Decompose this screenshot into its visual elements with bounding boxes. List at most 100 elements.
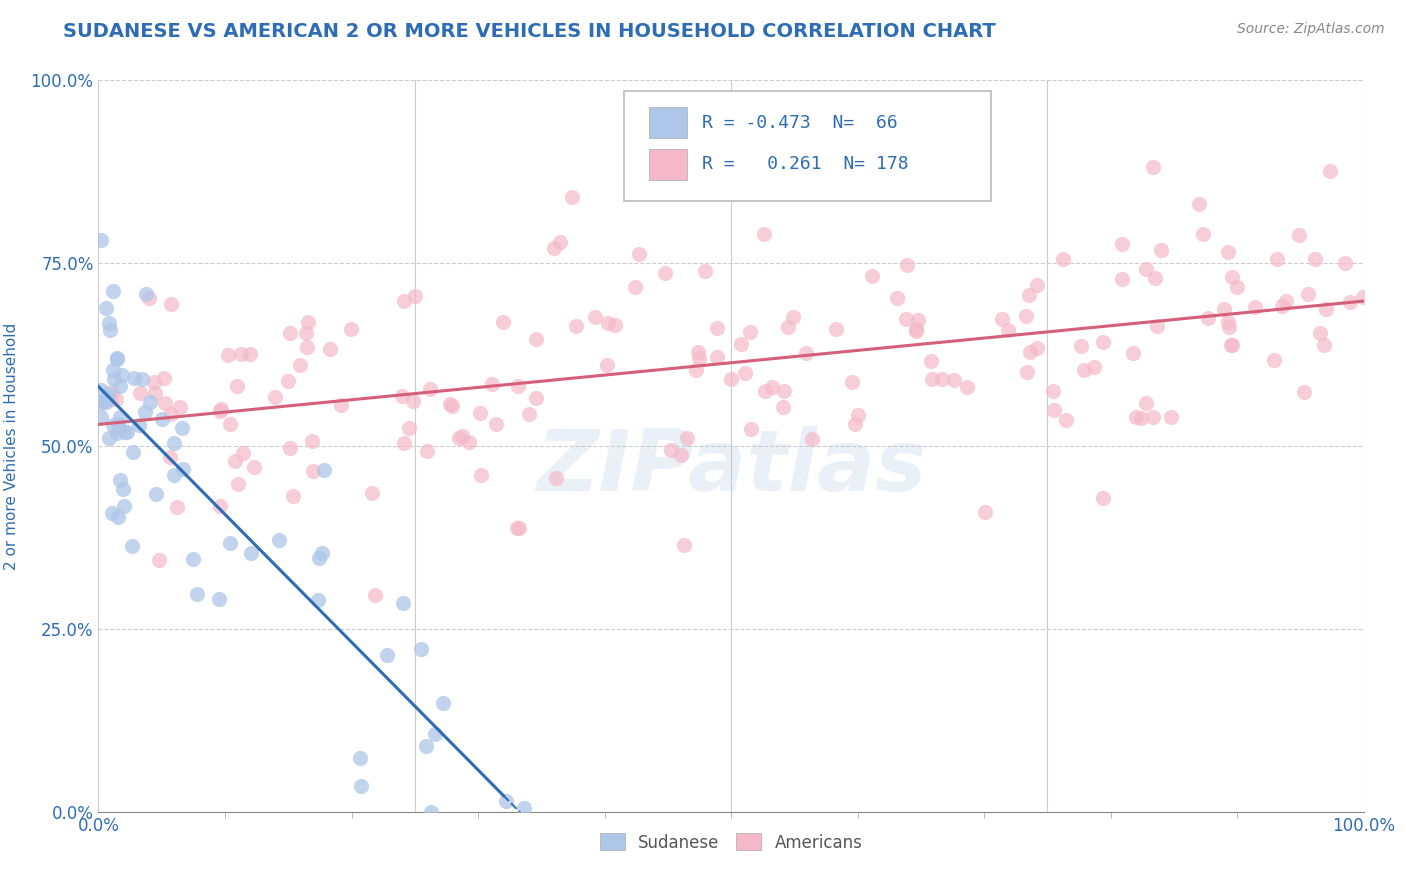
Point (94, 301, 117, 315)
Point (492, 315, 515, 329)
Point (1218, 244, 1240, 259)
Point (441, 400, 464, 414)
Point (1351, 290, 1374, 304)
Point (172, 462, 194, 476)
Point (232, 445, 254, 459)
Point (1309, 326, 1331, 340)
FancyBboxPatch shape (623, 91, 990, 201)
Bar (648, 149, 686, 180)
Point (94, 395, 117, 409)
Point (160, 296, 183, 310)
Point (886, 291, 908, 305)
Point (110, 410, 132, 425)
Point (458, 434, 481, 449)
Point (121, 539, 143, 553)
Point (773, 384, 796, 399)
Point (1017, 365, 1039, 379)
Point (942, 373, 965, 387)
Y-axis label: 2 or more Vehicles in Household: 2 or more Vehicles in Household (4, 322, 20, 570)
Point (1150, 243, 1173, 257)
Point (209, 401, 232, 416)
Text: ZIPatlas: ZIPatlas (536, 426, 927, 509)
Point (218, 417, 240, 431)
Point (278, 441, 301, 455)
Point (108, 421, 131, 435)
Point (1125, 410, 1147, 425)
Point (1265, 252, 1288, 267)
Point (825, 322, 848, 336)
Point (97, 316, 120, 330)
Point (1142, 160, 1164, 174)
Point (186, 586, 208, 600)
Point (90, 233, 112, 247)
Point (134, 404, 156, 418)
Point (931, 372, 953, 386)
Point (160, 407, 183, 421)
Point (415, 739, 437, 753)
Point (404, 289, 426, 303)
Point (706, 350, 728, 364)
Point (782, 310, 804, 324)
Point (101, 417, 124, 432)
Point (159, 450, 181, 464)
Point (148, 553, 170, 567)
Point (290, 358, 312, 372)
Point (886, 142, 908, 156)
Point (143, 385, 166, 400)
Point (224, 454, 246, 468)
Point (1216, 315, 1239, 329)
Point (101, 385, 124, 400)
Point (239, 347, 262, 361)
Point (402, 393, 425, 408)
Point (1218, 320, 1240, 334)
Point (990, 311, 1012, 326)
Point (1303, 252, 1326, 267)
Point (1222, 338, 1244, 352)
Point (131, 372, 153, 386)
Point (754, 384, 776, 399)
Point (904, 324, 927, 338)
Point (688, 351, 710, 365)
Point (101, 363, 124, 377)
Point (267, 533, 290, 547)
Point (90, 383, 112, 397)
Point (1026, 278, 1049, 293)
Point (169, 400, 191, 414)
Point (1213, 301, 1236, 316)
Point (1319, 164, 1341, 178)
Point (1142, 410, 1164, 425)
Point (391, 596, 413, 610)
Point (129, 386, 152, 401)
Point (628, 246, 651, 260)
Point (1226, 280, 1249, 294)
Point (450, 428, 472, 442)
Point (1014, 309, 1036, 323)
Point (1092, 491, 1115, 505)
Point (907, 313, 929, 327)
Point (485, 417, 508, 432)
Point (1191, 227, 1213, 242)
Point (166, 500, 188, 515)
Point (1144, 271, 1167, 285)
Point (1083, 359, 1105, 374)
Point (1288, 227, 1310, 242)
Point (447, 431, 470, 445)
Point (730, 337, 752, 351)
Point (596, 316, 619, 330)
Point (470, 467, 492, 482)
Point (209, 500, 232, 514)
Point (526, 391, 548, 405)
Point (1135, 395, 1157, 409)
Point (128, 418, 150, 433)
Point (686, 344, 709, 359)
Point (340, 321, 363, 335)
Bar (648, 107, 686, 138)
Point (107, 510, 129, 524)
Point (170, 420, 193, 434)
Point (226, 477, 249, 491)
Point (105, 426, 128, 441)
Point (772, 401, 794, 415)
Point (1334, 256, 1357, 270)
Point (319, 342, 342, 356)
Point (506, 378, 529, 392)
